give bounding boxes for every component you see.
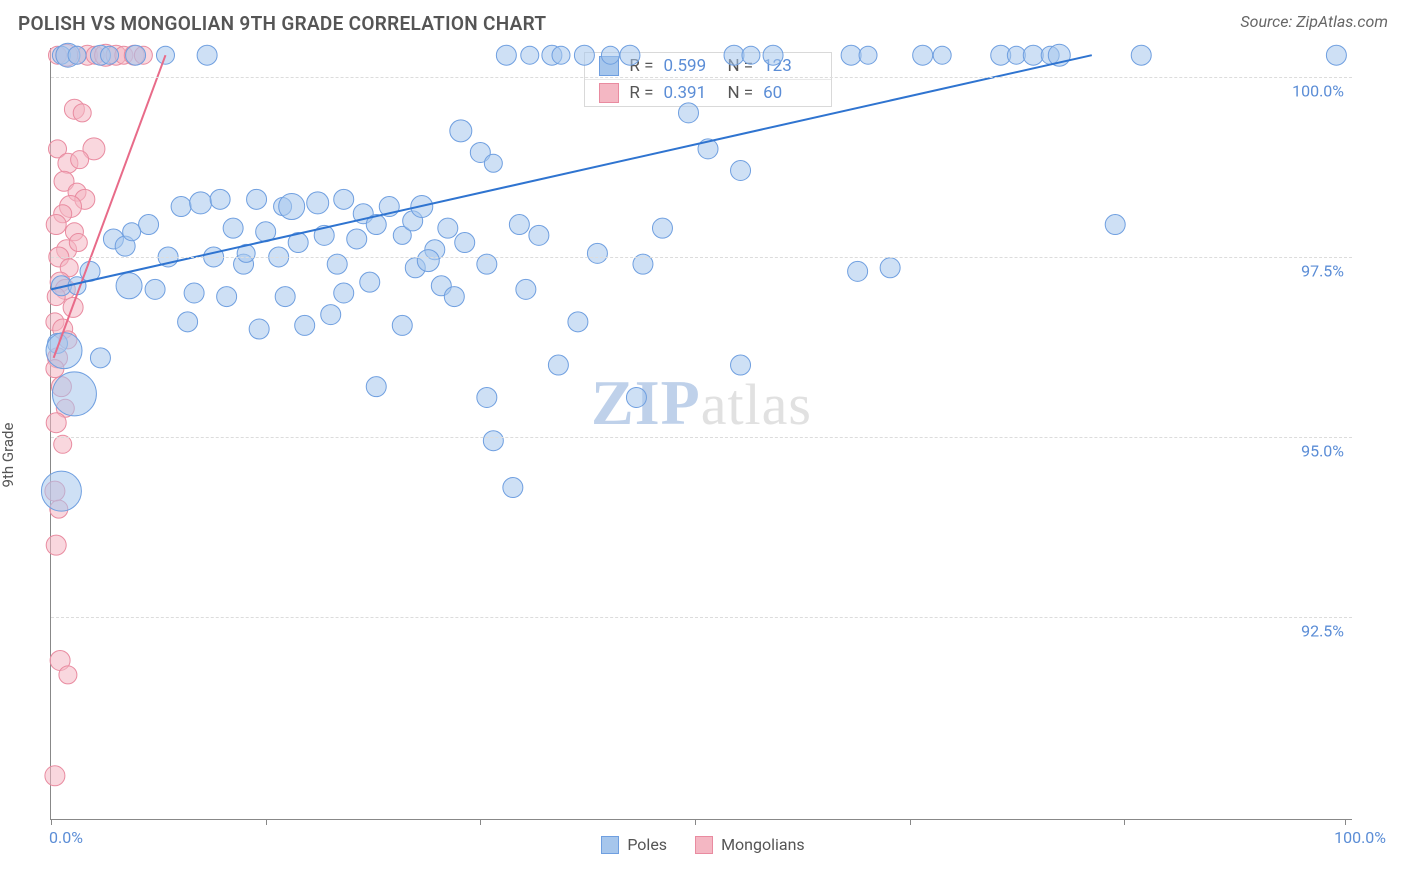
swatch-mongolians <box>695 836 713 854</box>
y-tick-label: 97.5% <box>1301 261 1344 280</box>
legend-bottom: Poles Mongolians <box>14 835 1392 854</box>
y-tick-label: 95.0% <box>1301 442 1344 461</box>
legend-item-mongolians: Mongolians <box>695 835 805 854</box>
legend-item-poles: Poles <box>601 835 667 854</box>
swatch-poles <box>601 836 619 854</box>
source-credit: Source: ZipAtlas.com <box>1240 12 1388 31</box>
chart-title: POLISH VS MONGOLIAN 9TH GRADE CORRELATIO… <box>18 12 546 35</box>
y-tick-label: 100.0% <box>1292 81 1344 100</box>
legend-label-poles: Poles <box>627 835 667 854</box>
y-axis-label: 9th Grade <box>0 423 17 488</box>
chart-container: 9th Grade ZIPatlas R = 0.599 N = 123 R =… <box>14 48 1392 862</box>
plot-svg <box>51 48 1352 819</box>
y-tick-label: 92.5% <box>1301 622 1344 641</box>
plot-area: ZIPatlas R = 0.599 N = 123 R = 0.391 N =… <box>50 48 1352 820</box>
legend-label-mongolians: Mongolians <box>721 835 805 854</box>
